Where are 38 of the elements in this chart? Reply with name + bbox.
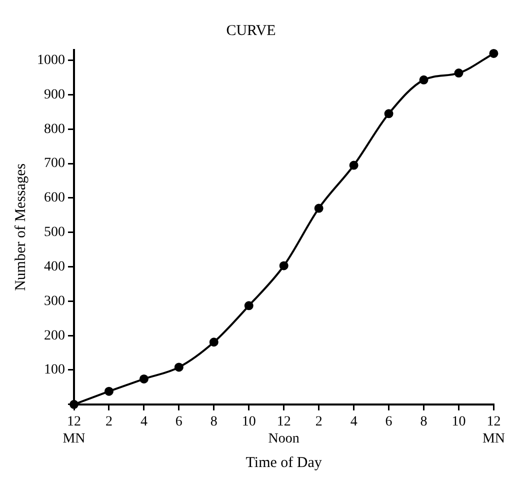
x-tick-label: 10 [242,414,256,430]
y-tick-label: 800 [44,122,65,137]
point [244,301,254,310]
point [139,374,148,384]
x-tick-label: 12 MN [62,414,86,446]
x-tick-label: 4 [350,414,358,430]
y-tick-label: 1000 [37,52,65,68]
point [349,160,358,170]
y-tick-label: 300 [44,294,65,309]
point [454,68,464,78]
y-tick-label: 700 [44,156,65,172]
y-tick-label: 200 [44,328,65,344]
x-tick-label: 6 [385,414,392,430]
x-tick-label: 8 [420,414,428,430]
point [314,204,324,213]
point [174,362,184,372]
y-tick-label: 900 [44,87,65,102]
point [419,75,428,84]
x-tick-label: 4 [140,414,148,430]
point [279,261,288,270]
point [384,109,394,118]
x-tick-label: 6 [175,414,182,430]
x-tick-label: 12 MN [482,414,505,446]
point [209,338,218,347]
point [489,48,498,58]
point [104,386,114,396]
x-tick-label: 8 [210,414,218,430]
chart-title: CURVE [226,22,276,39]
y-tick-label: 600 [44,190,65,206]
x-tick-label: 2 [315,414,322,430]
y-tick-label: 400 [44,259,65,274]
x-tick-label: 12 Noon [268,414,300,446]
y-axis-title: Number of Messages [12,163,29,291]
y-tick-label: 100 [44,362,65,378]
y-tick-label: 500 [44,225,65,240]
x-axis-title: Time of Day [246,454,322,471]
x-tick-label: 2 [105,414,112,430]
x-tick-label: 10 [452,414,466,430]
